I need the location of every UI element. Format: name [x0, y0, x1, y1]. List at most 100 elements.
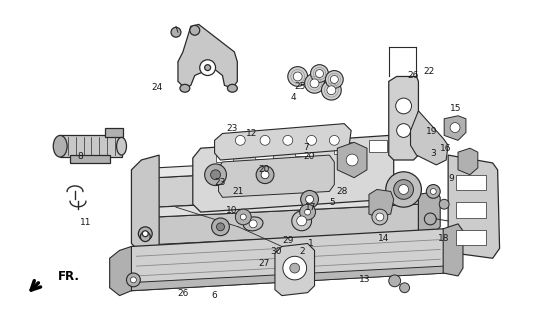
Circle shape	[430, 188, 436, 194]
FancyBboxPatch shape	[60, 135, 122, 157]
Text: 20: 20	[258, 165, 270, 174]
Circle shape	[321, 80, 341, 100]
Circle shape	[292, 211, 312, 231]
Circle shape	[389, 275, 401, 287]
Circle shape	[138, 227, 152, 241]
Polygon shape	[218, 155, 334, 197]
FancyBboxPatch shape	[456, 230, 486, 245]
Text: 26: 26	[407, 71, 419, 80]
Text: 27: 27	[258, 259, 270, 268]
Text: 6: 6	[212, 291, 217, 300]
Polygon shape	[178, 24, 237, 88]
Circle shape	[143, 231, 148, 237]
Circle shape	[327, 86, 336, 95]
Ellipse shape	[53, 135, 67, 157]
Circle shape	[394, 180, 414, 199]
Polygon shape	[149, 165, 156, 214]
Text: 12: 12	[246, 129, 258, 138]
FancyBboxPatch shape	[105, 128, 123, 137]
Circle shape	[283, 135, 293, 145]
Circle shape	[307, 135, 316, 145]
Polygon shape	[443, 224, 463, 276]
Circle shape	[249, 220, 257, 228]
Text: 3: 3	[430, 148, 436, 157]
Text: 17: 17	[305, 203, 316, 212]
Circle shape	[305, 74, 324, 93]
Polygon shape	[126, 266, 448, 291]
Text: 22: 22	[423, 67, 434, 76]
Text: FR.: FR.	[58, 270, 80, 284]
Circle shape	[300, 204, 315, 220]
Text: 20: 20	[303, 152, 315, 161]
Circle shape	[325, 71, 343, 88]
Ellipse shape	[117, 137, 126, 155]
Circle shape	[210, 170, 221, 180]
Circle shape	[306, 196, 314, 203]
Polygon shape	[156, 204, 419, 244]
Circle shape	[200, 60, 216, 76]
Polygon shape	[110, 246, 131, 296]
Circle shape	[400, 283, 409, 293]
Circle shape	[256, 166, 274, 184]
Circle shape	[126, 273, 140, 287]
Circle shape	[290, 263, 300, 273]
Polygon shape	[410, 111, 448, 165]
Circle shape	[426, 185, 440, 198]
Circle shape	[310, 79, 319, 88]
Circle shape	[293, 72, 302, 81]
Polygon shape	[156, 165, 389, 207]
Circle shape	[217, 223, 224, 231]
Circle shape	[397, 124, 410, 137]
Circle shape	[297, 216, 307, 226]
Text: 5: 5	[329, 198, 335, 207]
Circle shape	[235, 135, 245, 145]
Text: 14: 14	[378, 234, 389, 243]
Text: 2: 2	[299, 247, 305, 256]
Polygon shape	[369, 189, 394, 217]
Circle shape	[204, 164, 226, 186]
Circle shape	[301, 190, 318, 208]
Circle shape	[235, 209, 251, 225]
Circle shape	[204, 65, 210, 71]
Circle shape	[240, 214, 246, 220]
Text: 1: 1	[308, 239, 314, 248]
Circle shape	[260, 135, 270, 145]
Text: 30: 30	[270, 247, 282, 256]
Ellipse shape	[228, 84, 237, 92]
FancyBboxPatch shape	[334, 142, 352, 154]
Circle shape	[372, 209, 388, 225]
Text: 21: 21	[232, 187, 244, 196]
Circle shape	[439, 199, 449, 209]
Polygon shape	[444, 116, 466, 140]
Circle shape	[450, 123, 460, 132]
Circle shape	[171, 27, 181, 37]
Text: 26: 26	[177, 289, 188, 298]
Polygon shape	[126, 229, 448, 291]
Text: 24: 24	[152, 83, 163, 92]
Circle shape	[346, 154, 358, 166]
Text: 18: 18	[438, 234, 449, 243]
FancyBboxPatch shape	[456, 202, 486, 218]
Polygon shape	[275, 244, 315, 296]
Polygon shape	[156, 155, 389, 178]
Polygon shape	[458, 148, 478, 175]
Text: 7: 7	[303, 143, 309, 152]
Circle shape	[310, 65, 328, 82]
Circle shape	[190, 25, 200, 35]
Text: 19: 19	[426, 127, 437, 136]
FancyBboxPatch shape	[369, 140, 387, 152]
Polygon shape	[131, 155, 159, 253]
FancyBboxPatch shape	[255, 147, 273, 159]
Circle shape	[330, 76, 338, 84]
Circle shape	[386, 172, 421, 207]
Ellipse shape	[243, 217, 263, 231]
Text: 25: 25	[294, 82, 306, 91]
Text: 13: 13	[359, 275, 371, 284]
Polygon shape	[389, 76, 419, 160]
FancyBboxPatch shape	[70, 155, 110, 163]
Text: 16: 16	[440, 144, 451, 153]
Polygon shape	[215, 124, 351, 160]
Circle shape	[288, 67, 308, 86]
Circle shape	[399, 185, 408, 194]
Text: 8: 8	[77, 152, 83, 161]
